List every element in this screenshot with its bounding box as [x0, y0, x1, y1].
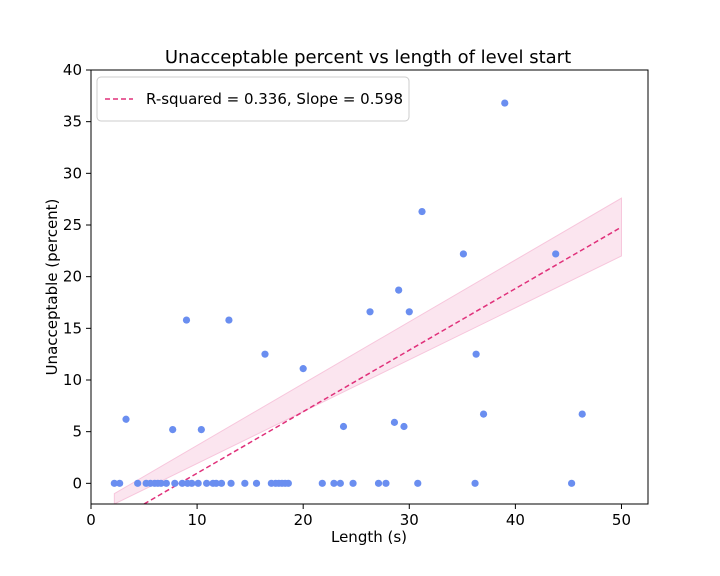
legend: R-squared = 0.336, Slope = 0.598 [96, 76, 410, 122]
data-point [194, 479, 202, 487]
x-tick-label: 10 [188, 511, 207, 529]
x-tick-label: 20 [294, 511, 313, 529]
y-tick-label: 10 [63, 371, 82, 389]
y-tick-label: 30 [63, 164, 82, 182]
legend-fit-label: R-squared = 0.336, Slope = 0.598 [146, 90, 403, 108]
data-point [336, 479, 344, 487]
data-point [116, 479, 124, 487]
data-point [472, 350, 480, 358]
data-point [471, 479, 479, 487]
data-point [299, 365, 307, 373]
data-point [349, 479, 357, 487]
data-point [552, 250, 560, 258]
y-tick-label: 5 [72, 423, 82, 441]
data-point [162, 479, 170, 487]
x-axis-label: Length (s) [331, 528, 407, 546]
data-point [217, 479, 226, 487]
data-point [339, 422, 348, 431]
data-point [578, 410, 586, 418]
data-point [225, 316, 233, 324]
y-tick-label: 25 [63, 216, 82, 234]
data-point [501, 99, 509, 107]
data-point [212, 479, 220, 487]
data-point [188, 479, 196, 487]
data-point [395, 286, 403, 294]
data-point [366, 308, 374, 316]
x-tick-label: 40 [506, 511, 525, 529]
y-axis-label: Unacceptable (percent) [43, 199, 61, 376]
data-point [252, 479, 261, 487]
data-point [197, 426, 205, 434]
data-point [374, 479, 383, 487]
data-point [122, 415, 130, 423]
data-point [284, 479, 292, 487]
data-point [169, 426, 177, 434]
data-point [568, 479, 576, 487]
data-point [405, 308, 413, 316]
axis-ticks: 0 10 20 30 40 50 0 5 10 15 20 25 30 35 40 [63, 61, 631, 529]
data-point [414, 479, 422, 487]
y-tick-label: 15 [63, 319, 82, 337]
plot-frame [90, 69, 649, 505]
y-tick-label: 35 [63, 113, 82, 131]
data-point [261, 350, 269, 358]
data-point [227, 479, 235, 487]
data-point [318, 479, 326, 487]
data-point [390, 418, 399, 426]
fit-line [143, 226, 622, 504]
x-tick-label: 50 [612, 511, 631, 529]
data-point [241, 479, 249, 487]
data-point [459, 250, 467, 258]
y-tick-label: 0 [72, 474, 82, 492]
x-tick-label: 0 [86, 511, 96, 529]
data-point [110, 479, 118, 487]
y-tick-label: 40 [63, 61, 82, 79]
x-tick-label: 30 [400, 511, 419, 529]
data-point [203, 479, 211, 487]
data-point [134, 479, 142, 487]
data-point [157, 479, 165, 487]
data-point [178, 479, 186, 487]
data-point [400, 422, 408, 431]
data-point [171, 479, 179, 487]
data-point [330, 479, 338, 487]
legend-box [96, 76, 410, 122]
confidence-band [113, 197, 622, 504]
y-tick-label: 20 [63, 268, 82, 286]
data-point [418, 207, 426, 216]
data-point [479, 410, 488, 418]
data-point [382, 479, 390, 487]
plot-area [110, 99, 622, 504]
data-point [182, 316, 191, 324]
chart-title: Unacceptable percent vs length of level … [165, 47, 571, 68]
